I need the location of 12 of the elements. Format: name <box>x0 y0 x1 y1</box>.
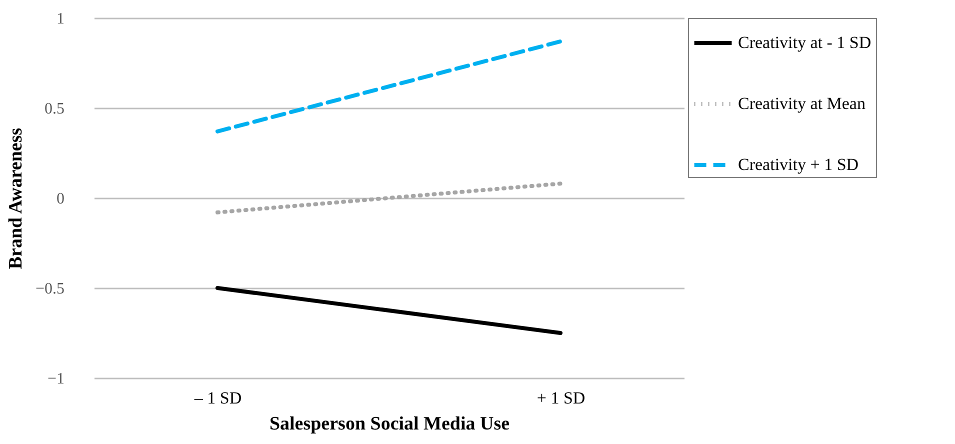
y-tick-label: −1 <box>47 370 64 388</box>
y-tick-label: −0.5 <box>35 280 64 298</box>
x-axis-title: Salesperson Social Media Use <box>269 414 510 434</box>
y-tick-label: 1 <box>56 10 64 28</box>
x-tick-label: – 1 SD <box>193 388 242 408</box>
y-axis-title: Brand Awareness <box>5 128 26 270</box>
x-tick-label: + 1 SD <box>536 388 586 408</box>
y-tick-label: 0.5 <box>44 100 64 118</box>
y-tick-label: 0 <box>56 190 64 208</box>
legend-label: Creativity at Mean <box>738 94 866 113</box>
legend-label: Creativity + 1 SD <box>738 155 859 174</box>
legend-label: Creativity at - 1 SD <box>738 33 872 52</box>
